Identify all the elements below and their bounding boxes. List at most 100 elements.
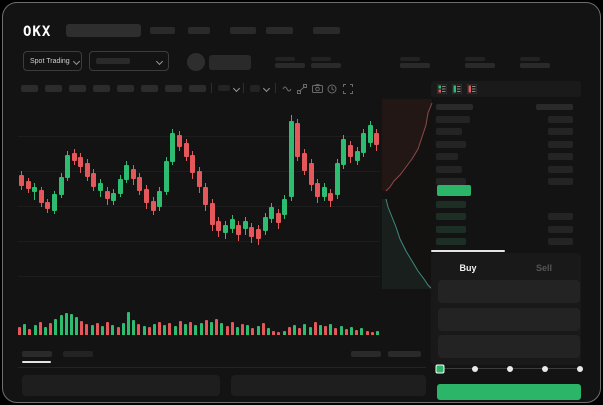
ask-row[interactable] (436, 176, 573, 189)
candle (269, 207, 274, 219)
orderbook-mode-asks-icon[interactable] (467, 84, 477, 94)
expand-icon[interactable] (343, 84, 353, 94)
toolbar-tool-placeholder[interactable] (69, 85, 86, 92)
chevron-down-icon (232, 84, 241, 92)
chart-gridline (18, 276, 380, 277)
bottom-action-placeholder[interactable] (351, 351, 381, 357)
interval-dropdown[interactable] (218, 84, 241, 92)
volume-bar (80, 321, 84, 335)
volume-bar (101, 326, 104, 335)
sell-tab[interactable]: Sell (507, 258, 581, 276)
toolbar-tool-placeholder[interactable] (45, 85, 62, 92)
amount-slider[interactable] (435, 362, 583, 375)
ask-row[interactable] (436, 163, 573, 176)
toolbar-tool-placeholder[interactable] (21, 85, 38, 92)
candle (45, 202, 51, 209)
market-type-dropdown[interactable]: Spot Trading (23, 51, 82, 71)
toolbar-tool-placeholder[interactable] (189, 85, 206, 92)
candle (301, 153, 307, 171)
search-bar[interactable] (66, 24, 141, 37)
candle (209, 203, 215, 225)
ask-price-placeholder (436, 153, 458, 161)
okx-logo[interactable]: OKX (23, 23, 51, 41)
candle (216, 221, 222, 231)
candle (124, 165, 130, 180)
bottom-tab-active[interactable] (22, 351, 52, 357)
ticker-stat-label (311, 57, 331, 61)
camera-icon[interactable] (312, 84, 323, 93)
bid-row[interactable] (436, 198, 573, 211)
last-price-badge[interactable] (437, 185, 471, 196)
nav-item-placeholder[interactable] (188, 27, 210, 34)
ask-price-placeholder (436, 128, 462, 136)
bid-row[interactable] (436, 223, 573, 236)
candle (144, 189, 149, 203)
coin-avatar (187, 53, 205, 71)
candle-style-dropdown[interactable] (250, 84, 271, 93)
buy-tab[interactable]: Buy (431, 258, 505, 276)
orderbook-mode-all-icon[interactable] (437, 84, 447, 94)
buy-button[interactable] (437, 384, 581, 400)
pair-title-placeholder[interactable] (209, 55, 251, 70)
bid-amount-placeholder (548, 238, 573, 246)
ask-row[interactable] (436, 126, 573, 139)
slider-dot[interactable] (542, 365, 548, 372)
volume-bar (287, 327, 291, 335)
candle (282, 199, 288, 215)
toolbar-tool-placeholder[interactable] (165, 85, 182, 92)
bottom-tab[interactable] (63, 351, 93, 357)
chart-gridline (18, 206, 380, 207)
candle (262, 217, 268, 231)
candlestick-chart[interactable] (18, 99, 380, 293)
ask-row[interactable] (436, 113, 573, 126)
candle (58, 177, 64, 195)
amount-input[interactable] (438, 308, 580, 331)
clock-icon[interactable] (327, 84, 337, 94)
slider-dot[interactable] (472, 365, 478, 372)
candle (361, 133, 367, 153)
bid-row[interactable] (436, 236, 573, 249)
slider-dot[interactable] (507, 365, 513, 372)
bid-row[interactable] (436, 211, 573, 224)
total-input[interactable] (438, 335, 580, 358)
nav-item-placeholder[interactable] (150, 27, 175, 34)
candle (288, 121, 294, 197)
toolbar-tool-placeholder[interactable] (117, 85, 134, 92)
nav-item-placeholder[interactable] (230, 27, 256, 34)
nav-item-placeholder[interactable] (313, 27, 340, 34)
toolbar-tool-placeholder[interactable] (93, 85, 110, 92)
orderbook-bids (436, 198, 573, 248)
slider-handle[interactable] (435, 364, 445, 373)
volume-bar (95, 323, 99, 335)
volume-bar (298, 328, 302, 335)
volume-bar (339, 326, 343, 335)
pair-selector-dropdown[interactable] (89, 51, 169, 71)
candle (150, 201, 156, 211)
candle (104, 191, 110, 199)
nav-item-placeholder[interactable] (266, 27, 293, 34)
ticker-stat (520, 57, 552, 69)
volume-bar (121, 323, 125, 335)
toolbar-tool-placeholder[interactable] (141, 85, 158, 92)
volume-bar (230, 322, 234, 335)
wave-icon[interactable] (282, 84, 293, 93)
volume-bar (199, 323, 203, 335)
depth-chart[interactable] (382, 99, 434, 293)
ask-row[interactable] (436, 138, 573, 151)
ticker-stat-label (400, 57, 420, 61)
ticker-stat-value (400, 63, 430, 68)
draw-icon[interactable] (297, 84, 307, 94)
candle (19, 175, 24, 186)
orderbook-mode-bids-icon[interactable] (452, 84, 462, 94)
ticker-stat (465, 57, 497, 69)
volume-bar (225, 326, 229, 335)
volume-bar (49, 323, 53, 335)
ask-row[interactable] (436, 151, 573, 164)
price-input[interactable] (438, 280, 580, 303)
slider-dot[interactable] (577, 365, 583, 372)
candle (32, 187, 38, 192)
bottom-action-placeholder[interactable] (388, 351, 421, 357)
volume-bar (303, 324, 307, 335)
volume-bar (152, 324, 156, 335)
